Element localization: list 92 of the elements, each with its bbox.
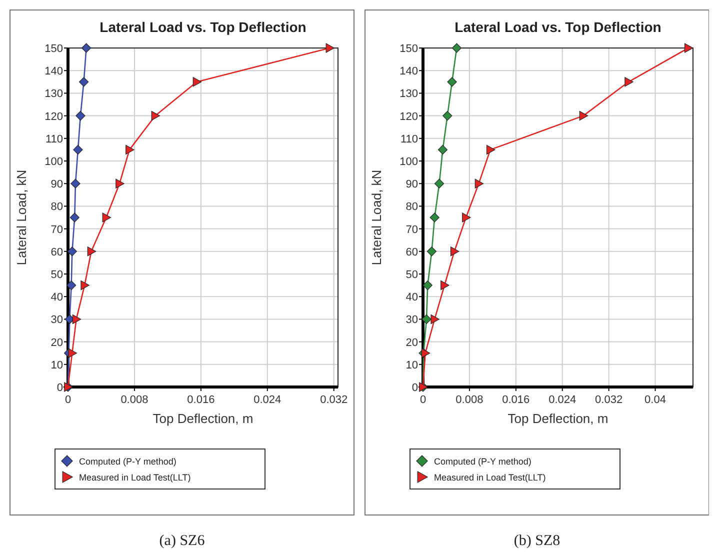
- y-tick-label: 30: [405, 314, 418, 326]
- y-axis-title: Lateral Load, kN: [368, 170, 384, 266]
- chart-title: Lateral Load vs. Top Deflection: [454, 19, 661, 35]
- point: [440, 280, 449, 290]
- y-tick-label: 20: [405, 336, 418, 349]
- y-tick-label: 120: [44, 110, 63, 123]
- point: [624, 77, 633, 87]
- point: [430, 314, 439, 324]
- legend-label: Computed (P-Y method): [79, 456, 176, 466]
- x-tick-label: 0.04: [644, 394, 666, 406]
- point: [446, 77, 456, 87]
- point: [102, 212, 112, 222]
- y-tick-label: 30: [50, 314, 63, 326]
- point: [72, 314, 82, 324]
- y-tick-label: 80: [50, 201, 63, 214]
- y-axis-title: Lateral Load, kN: [14, 170, 29, 266]
- point: [434, 178, 444, 188]
- point: [70, 212, 80, 222]
- point: [486, 144, 495, 154]
- y-tick-label: 10: [405, 359, 418, 372]
- point: [68, 348, 77, 358]
- x-tick-label: 0.032: [320, 394, 348, 406]
- point: [116, 178, 124, 188]
- y-tick-label: 100: [399, 156, 418, 168]
- x-axis-title: Top Deflection, m: [507, 411, 608, 426]
- point: [451, 43, 461, 53]
- point: [81, 43, 92, 53]
- point: [76, 111, 86, 121]
- y-tick-label: 140: [399, 66, 418, 78]
- legend-label: Measured in Load Test(LLT): [434, 472, 546, 482]
- x-tick-label: 0: [64, 394, 72, 406]
- y-tick-label: 50: [405, 269, 418, 281]
- point: [442, 111, 452, 121]
- point: [151, 111, 160, 121]
- text: (b) SZ8: [513, 533, 560, 549]
- y-tick-label: 130: [44, 88, 63, 100]
- y-tick-label: 0: [411, 382, 418, 394]
- y-tick-label: 40: [50, 292, 63, 304]
- point: [66, 280, 76, 290]
- legend-label: Measured in Load Test(LLT): [79, 472, 191, 482]
- y-tick-label: 120: [399, 110, 418, 123]
- y-tick-label: 70: [50, 224, 63, 236]
- y-tick-label: 110: [400, 133, 418, 146]
- y-tick-label: 140: [44, 66, 63, 78]
- y-tick-label: 90: [50, 178, 63, 191]
- x-tick-label: 0: [419, 394, 426, 406]
- point: [78, 77, 89, 87]
- point: [192, 77, 202, 87]
- y-tick-label: 150: [44, 43, 63, 55]
- text: (a) SZ6: [159, 533, 206, 549]
- point: [326, 43, 334, 53]
- point: [429, 212, 439, 222]
- y-tick-label: 50: [50, 269, 63, 281]
- y-tick-label: 60: [405, 246, 418, 258]
- point: [126, 144, 134, 154]
- x-tick-label: 0.024: [254, 394, 282, 406]
- point: [450, 246, 459, 256]
- y-tick-label: 70: [405, 224, 418, 236]
- y-tick-label: 100: [44, 156, 63, 168]
- x-tick-label: 0.016: [187, 394, 215, 406]
- point: [70, 178, 80, 188]
- y-tick-label: 20: [50, 336, 63, 349]
- y-tick-label: 150: [399, 43, 418, 55]
- point: [426, 246, 436, 256]
- x-tick-label: 0.032: [594, 394, 622, 406]
- y-tick-label: 90: [405, 178, 418, 191]
- y-tick-label: 80: [405, 201, 418, 214]
- y-tick-label: 60: [50, 246, 63, 258]
- point: [462, 212, 470, 222]
- point: [67, 246, 77, 256]
- point: [684, 43, 693, 53]
- x-tick-label: 0.008: [120, 394, 148, 406]
- point: [87, 246, 96, 256]
- point: [578, 111, 588, 121]
- point: [422, 280, 432, 290]
- point: [80, 280, 90, 290]
- x-tick-label: 0.016: [502, 394, 530, 406]
- point: [73, 144, 83, 154]
- chart-title: Lateral Load vs. Top Deflection: [100, 19, 306, 35]
- point: [420, 348, 430, 358]
- y-tick-label: 0: [56, 382, 63, 394]
- x-tick-label: 0.008: [455, 394, 483, 406]
- y-tick-label: 40: [405, 292, 418, 304]
- legend-label: Computed (P-Y method): [434, 456, 531, 466]
- y-tick-label: 110: [45, 133, 63, 146]
- y-tick-label: 130: [399, 88, 418, 100]
- x-axis-title: Top Deflection, m: [152, 411, 254, 426]
- point: [474, 178, 484, 188]
- x-tick-label: 0.024: [548, 394, 576, 406]
- y-tick-label: 10: [50, 359, 63, 372]
- point: [437, 144, 448, 154]
- point: [421, 314, 431, 324]
